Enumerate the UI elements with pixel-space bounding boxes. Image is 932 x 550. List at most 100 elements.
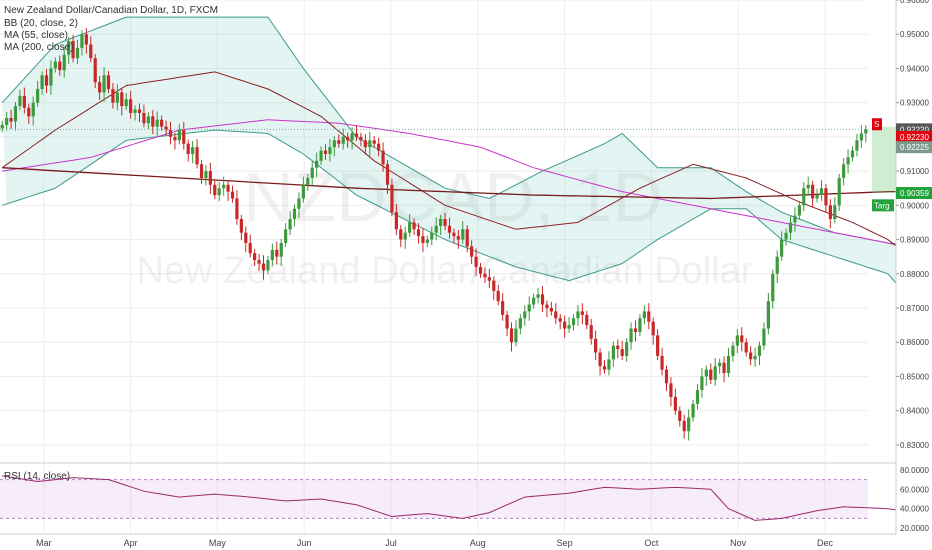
candle-body <box>98 82 102 93</box>
candle-body <box>536 294 540 298</box>
candle-body <box>13 106 18 122</box>
candle-body <box>199 164 204 178</box>
profit-zone <box>872 126 896 194</box>
candle-body <box>275 249 279 257</box>
rsi-band <box>0 479 868 519</box>
candle-body <box>496 290 500 302</box>
candle-body <box>846 157 850 165</box>
candle-body <box>363 140 367 148</box>
candle-body <box>58 61 62 71</box>
candle-body <box>518 318 522 329</box>
candle-body <box>842 164 846 178</box>
legend-ma55: MA (55, close) <box>4 30 68 41</box>
candle-body <box>191 147 195 154</box>
candle-body <box>470 246 474 257</box>
candle-body <box>629 328 633 343</box>
candle-body <box>412 222 416 230</box>
candle-body <box>771 273 775 302</box>
candle-body <box>217 188 221 196</box>
candle-body <box>700 376 704 391</box>
candle-body <box>611 345 615 360</box>
candle-body <box>18 95 22 107</box>
candle-body <box>638 318 642 332</box>
candle-body <box>416 229 421 237</box>
candle-body <box>744 342 748 353</box>
candle-body <box>377 143 381 151</box>
candle-body <box>146 116 150 124</box>
time-tick-label: Nov <box>730 538 747 548</box>
candle-body <box>474 256 478 267</box>
legend-symbol: New Zealand Dollar/Canadian Dollar, 1D, … <box>4 5 218 16</box>
candle-body <box>598 352 602 367</box>
price-tag-label: 0.92220 <box>900 125 929 134</box>
candle-body <box>67 41 71 55</box>
candle-body <box>359 136 363 141</box>
candle-body <box>465 229 469 247</box>
rsi-legend: RSI (14, close) <box>4 471 71 482</box>
candle-body <box>850 150 855 158</box>
candle-body <box>616 345 620 350</box>
price-tick-label: 0.96000 <box>900 0 929 5</box>
candle-body <box>664 369 669 384</box>
candle-body <box>735 335 739 346</box>
order-tag-label: S <box>874 120 879 129</box>
candle-body <box>111 88 115 103</box>
candle-body <box>704 369 708 377</box>
candle-body <box>456 236 460 240</box>
price-tick-label: 0.91000 <box>900 167 929 176</box>
bb-fill <box>2 17 932 324</box>
candle-body <box>797 205 801 216</box>
candle-body <box>332 140 336 148</box>
candle-body <box>151 116 155 127</box>
price-tick-label: 0.83000 <box>900 441 929 450</box>
candle-body <box>589 325 593 339</box>
candle-body <box>297 198 301 209</box>
price-tick-label: 0.89000 <box>900 236 929 245</box>
candle-body <box>408 222 412 233</box>
price-tick-label: 0.88000 <box>900 270 929 279</box>
candle-body <box>71 41 75 59</box>
candle-body <box>337 140 341 144</box>
candle-body <box>580 311 584 315</box>
candle-body <box>93 58 97 83</box>
time-tick-label: Dec <box>817 538 834 548</box>
candle-body <box>492 280 496 291</box>
candle-body <box>222 184 226 189</box>
candle-body <box>208 171 212 185</box>
candle-body <box>558 318 562 322</box>
candle-body <box>762 328 766 346</box>
candle-body <box>669 383 673 397</box>
candle-body <box>722 362 726 374</box>
candle-body <box>784 232 788 240</box>
candle-body <box>434 225 438 233</box>
candle-body <box>124 99 128 107</box>
candle-body <box>182 130 186 144</box>
candle-body <box>49 68 53 86</box>
candle-body <box>514 328 518 343</box>
candle-body <box>505 314 509 329</box>
candle-body <box>186 143 190 154</box>
candle-body <box>115 92 119 103</box>
candle-body <box>523 311 527 319</box>
order-tag <box>872 118 882 131</box>
candle-body <box>788 222 793 233</box>
candle-body <box>266 260 270 271</box>
candle-body <box>811 184 815 199</box>
candle-body <box>864 129 868 134</box>
candle-body <box>483 273 487 278</box>
candle-body <box>421 236 425 243</box>
candle-body <box>390 184 394 213</box>
candle-body <box>532 297 536 305</box>
candle-body <box>682 420 686 432</box>
candle-body <box>563 321 567 329</box>
price-tick-label: 0.86000 <box>900 338 929 347</box>
price-tick-label: 0.95000 <box>900 30 929 39</box>
candle-body <box>350 133 354 141</box>
candle-body <box>567 325 571 329</box>
candle-body <box>793 215 797 223</box>
candle-body <box>749 352 753 360</box>
candle-body <box>160 119 164 127</box>
candle-body <box>75 47 80 59</box>
rsi-tick-label: 40.0000 <box>900 505 929 514</box>
